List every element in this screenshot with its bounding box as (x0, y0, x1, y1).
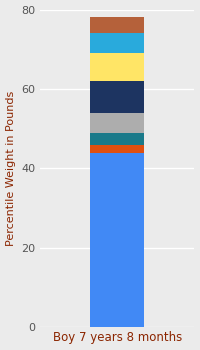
Bar (90, 18, 144, 33)
Bar (90, 81, 144, 113)
Bar (90, 153, 144, 327)
Y-axis label: Percentile Weight in Pounds: Percentile Weight in Pounds (6, 91, 16, 246)
Bar (90, 133, 144, 145)
Bar (90, 145, 144, 153)
Bar (90, 53, 144, 81)
Bar (90, 33, 144, 53)
Bar (90, 113, 144, 133)
